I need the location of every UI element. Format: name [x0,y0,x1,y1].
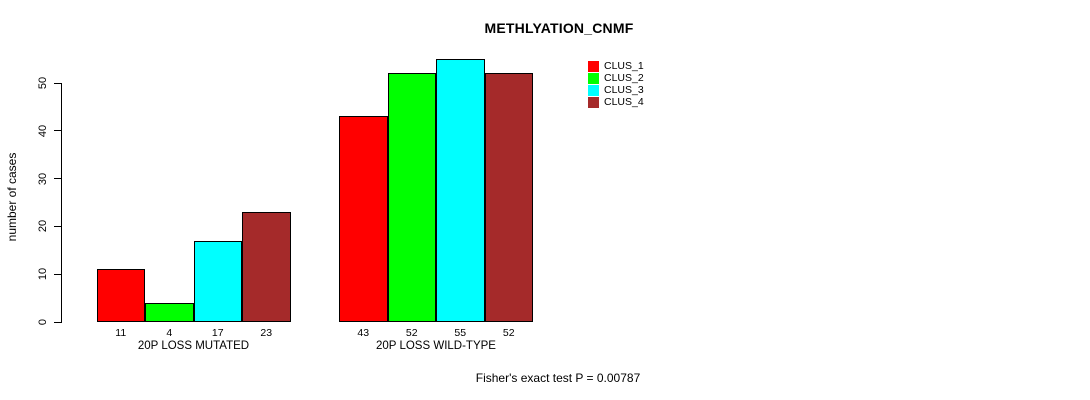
bar-value-label: 23 [260,327,273,339]
y-tick [54,321,61,323]
legend-swatch [588,97,599,108]
bar [436,59,485,322]
bar [145,302,194,322]
legend: CLUS_1 CLUS_2 CLUS_3 CLUS_4 [588,61,644,109]
y-tick-label: 30 [37,172,49,185]
legend-label: CLUS_2 [604,72,644,84]
legend-label: CLUS_1 [604,60,644,72]
legend-swatch [588,73,599,84]
bar-value-label: 52 [502,327,515,339]
group-label: 20P LOSS MUTATED [137,340,250,352]
y-tick [54,82,61,84]
legend-label: CLUS_4 [604,96,644,108]
legend-item: CLUS_4 [588,97,644,108]
y-tick [54,130,61,132]
y-tick-label: 50 [37,76,49,90]
legend-item: CLUS_3 [588,85,644,96]
bar-value-label: 55 [454,327,467,339]
y-axis-title: number of cases [5,152,19,242]
y-tick-label: 20 [37,220,49,233]
y-tick-label: 10 [37,268,49,281]
legend-item: CLUS_1 [588,61,644,72]
bar [387,73,436,322]
legend-swatch [588,85,599,96]
bar-value-label: 4 [166,327,173,339]
group-label: 20P LOSS WILD-TYPE [376,340,496,352]
bar [242,212,291,322]
bar-value-label: 43 [357,327,370,339]
legend-swatch [588,61,599,72]
chart-title: METHLYATION_CNMF [484,20,634,36]
legend-label: CLUS_3 [604,84,644,96]
y-tick [54,225,61,227]
y-tick-label: 0 [37,318,49,326]
y-axis-line [61,83,62,323]
bar [484,73,533,322]
footnote: Fisher's exact test P = 0.00787 [475,371,641,385]
bar-value-label: 52 [405,327,418,339]
y-tick [54,178,61,180]
bar [193,240,242,322]
y-tick-label: 40 [37,124,49,137]
y-tick [54,273,61,275]
bar [96,269,145,322]
legend-item: CLUS_2 [588,73,644,84]
bar-value-label: 11 [115,327,127,339]
bar [339,116,388,322]
bar-value-label: 17 [211,327,224,339]
